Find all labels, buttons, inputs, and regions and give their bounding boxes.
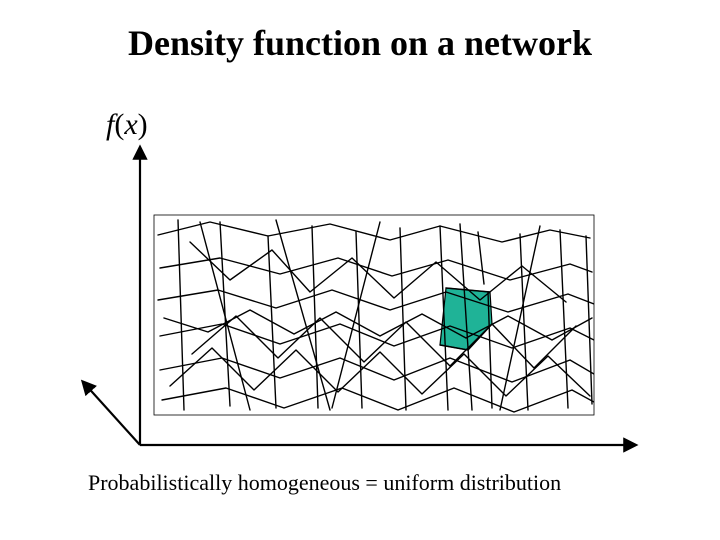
street-segment (520, 234, 528, 410)
street-segment (356, 232, 362, 408)
axis-label-x: x (124, 108, 137, 141)
street-segment (312, 226, 318, 408)
slide-title: Density function on a network (0, 22, 720, 64)
y-axis (84, 383, 140, 445)
street-segment (164, 310, 592, 340)
caption-text: Probabilistically homogeneous = uniform … (88, 470, 561, 496)
network-diagram (80, 140, 640, 460)
street-segment (200, 222, 250, 410)
street-network (158, 220, 594, 412)
street-segment (158, 222, 590, 242)
paren-open: ( (114, 108, 124, 141)
axis-label-fx: f(x) (106, 108, 148, 142)
street-segment (400, 228, 406, 410)
street-segment (178, 220, 184, 410)
street-segment (560, 230, 568, 408)
street-segment (162, 388, 594, 412)
street-segment (276, 220, 330, 410)
paren-close: ) (138, 108, 148, 141)
street-segment (478, 232, 484, 284)
street-segment (160, 258, 592, 280)
